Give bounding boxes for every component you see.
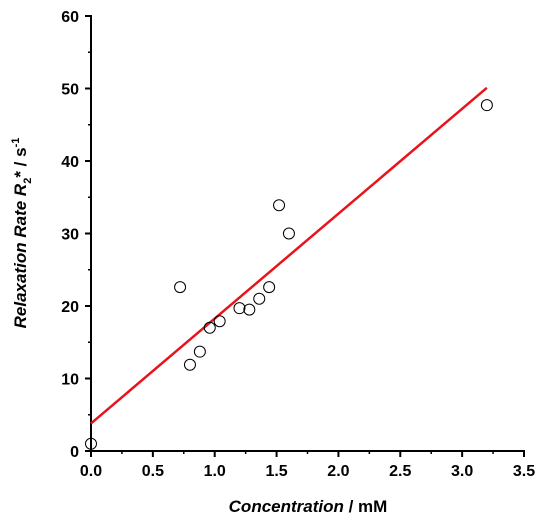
fit-line-group	[90, 86, 488, 425]
x-tick-label: 0.5	[142, 463, 164, 480]
x-axis-title: Concentration / mM	[229, 497, 388, 516]
y-axis-title-unit: / s	[11, 147, 30, 171]
x-tick-label: 1.0	[204, 463, 226, 480]
data-point	[233, 302, 246, 315]
data-point	[183, 358, 196, 371]
data-point	[273, 199, 286, 212]
x-tick-label: 3.5	[513, 463, 535, 480]
y-tick-label: 10	[61, 372, 79, 389]
x-tick-label: 2.0	[327, 463, 349, 480]
y-tick-label: 0	[70, 444, 79, 461]
data-point	[85, 437, 97, 450]
data-point	[243, 303, 256, 316]
fit-line	[90, 86, 488, 425]
data-points	[85, 99, 493, 450]
y-tick-label: 50	[61, 82, 79, 99]
data-point	[263, 281, 276, 294]
data-point	[253, 292, 266, 305]
y-tick-label: 30	[61, 227, 79, 244]
data-point	[282, 227, 295, 240]
data-point	[203, 321, 216, 334]
y-axis-title-exponent: -1	[10, 138, 22, 148]
y-axis-title-star: *	[11, 171, 30, 178]
x-axis-title-main: Concentration	[229, 497, 344, 516]
x-tick-label: 1.5	[265, 463, 287, 480]
x-axis-title-unit: / mM	[344, 497, 387, 516]
y-axis-title-main: Relaxation Rate	[11, 201, 30, 329]
data-point	[213, 315, 226, 328]
y-axis-title-subscript: 2	[22, 178, 34, 184]
axes: 0 10 20 30 40 50 60 0.0 0.5 1.0 1.5 2.0 2.5 3.0 3.5	[61, 9, 535, 480]
data-point	[174, 281, 187, 294]
data-point	[193, 345, 206, 358]
y-axis-title-symbol: R	[11, 183, 30, 196]
data-point	[480, 99, 493, 112]
y-tick-label: 60	[61, 9, 79, 26]
x-tick-label: 0.0	[80, 463, 102, 480]
y-tick-label: 20	[61, 299, 79, 316]
x-tick-label: 2.5	[389, 463, 411, 480]
y-tick-label: 40	[61, 154, 79, 171]
y-axis-title: Relaxation Rate R2* / s-1	[10, 138, 34, 329]
x-tick-label: 3.0	[451, 463, 473, 480]
